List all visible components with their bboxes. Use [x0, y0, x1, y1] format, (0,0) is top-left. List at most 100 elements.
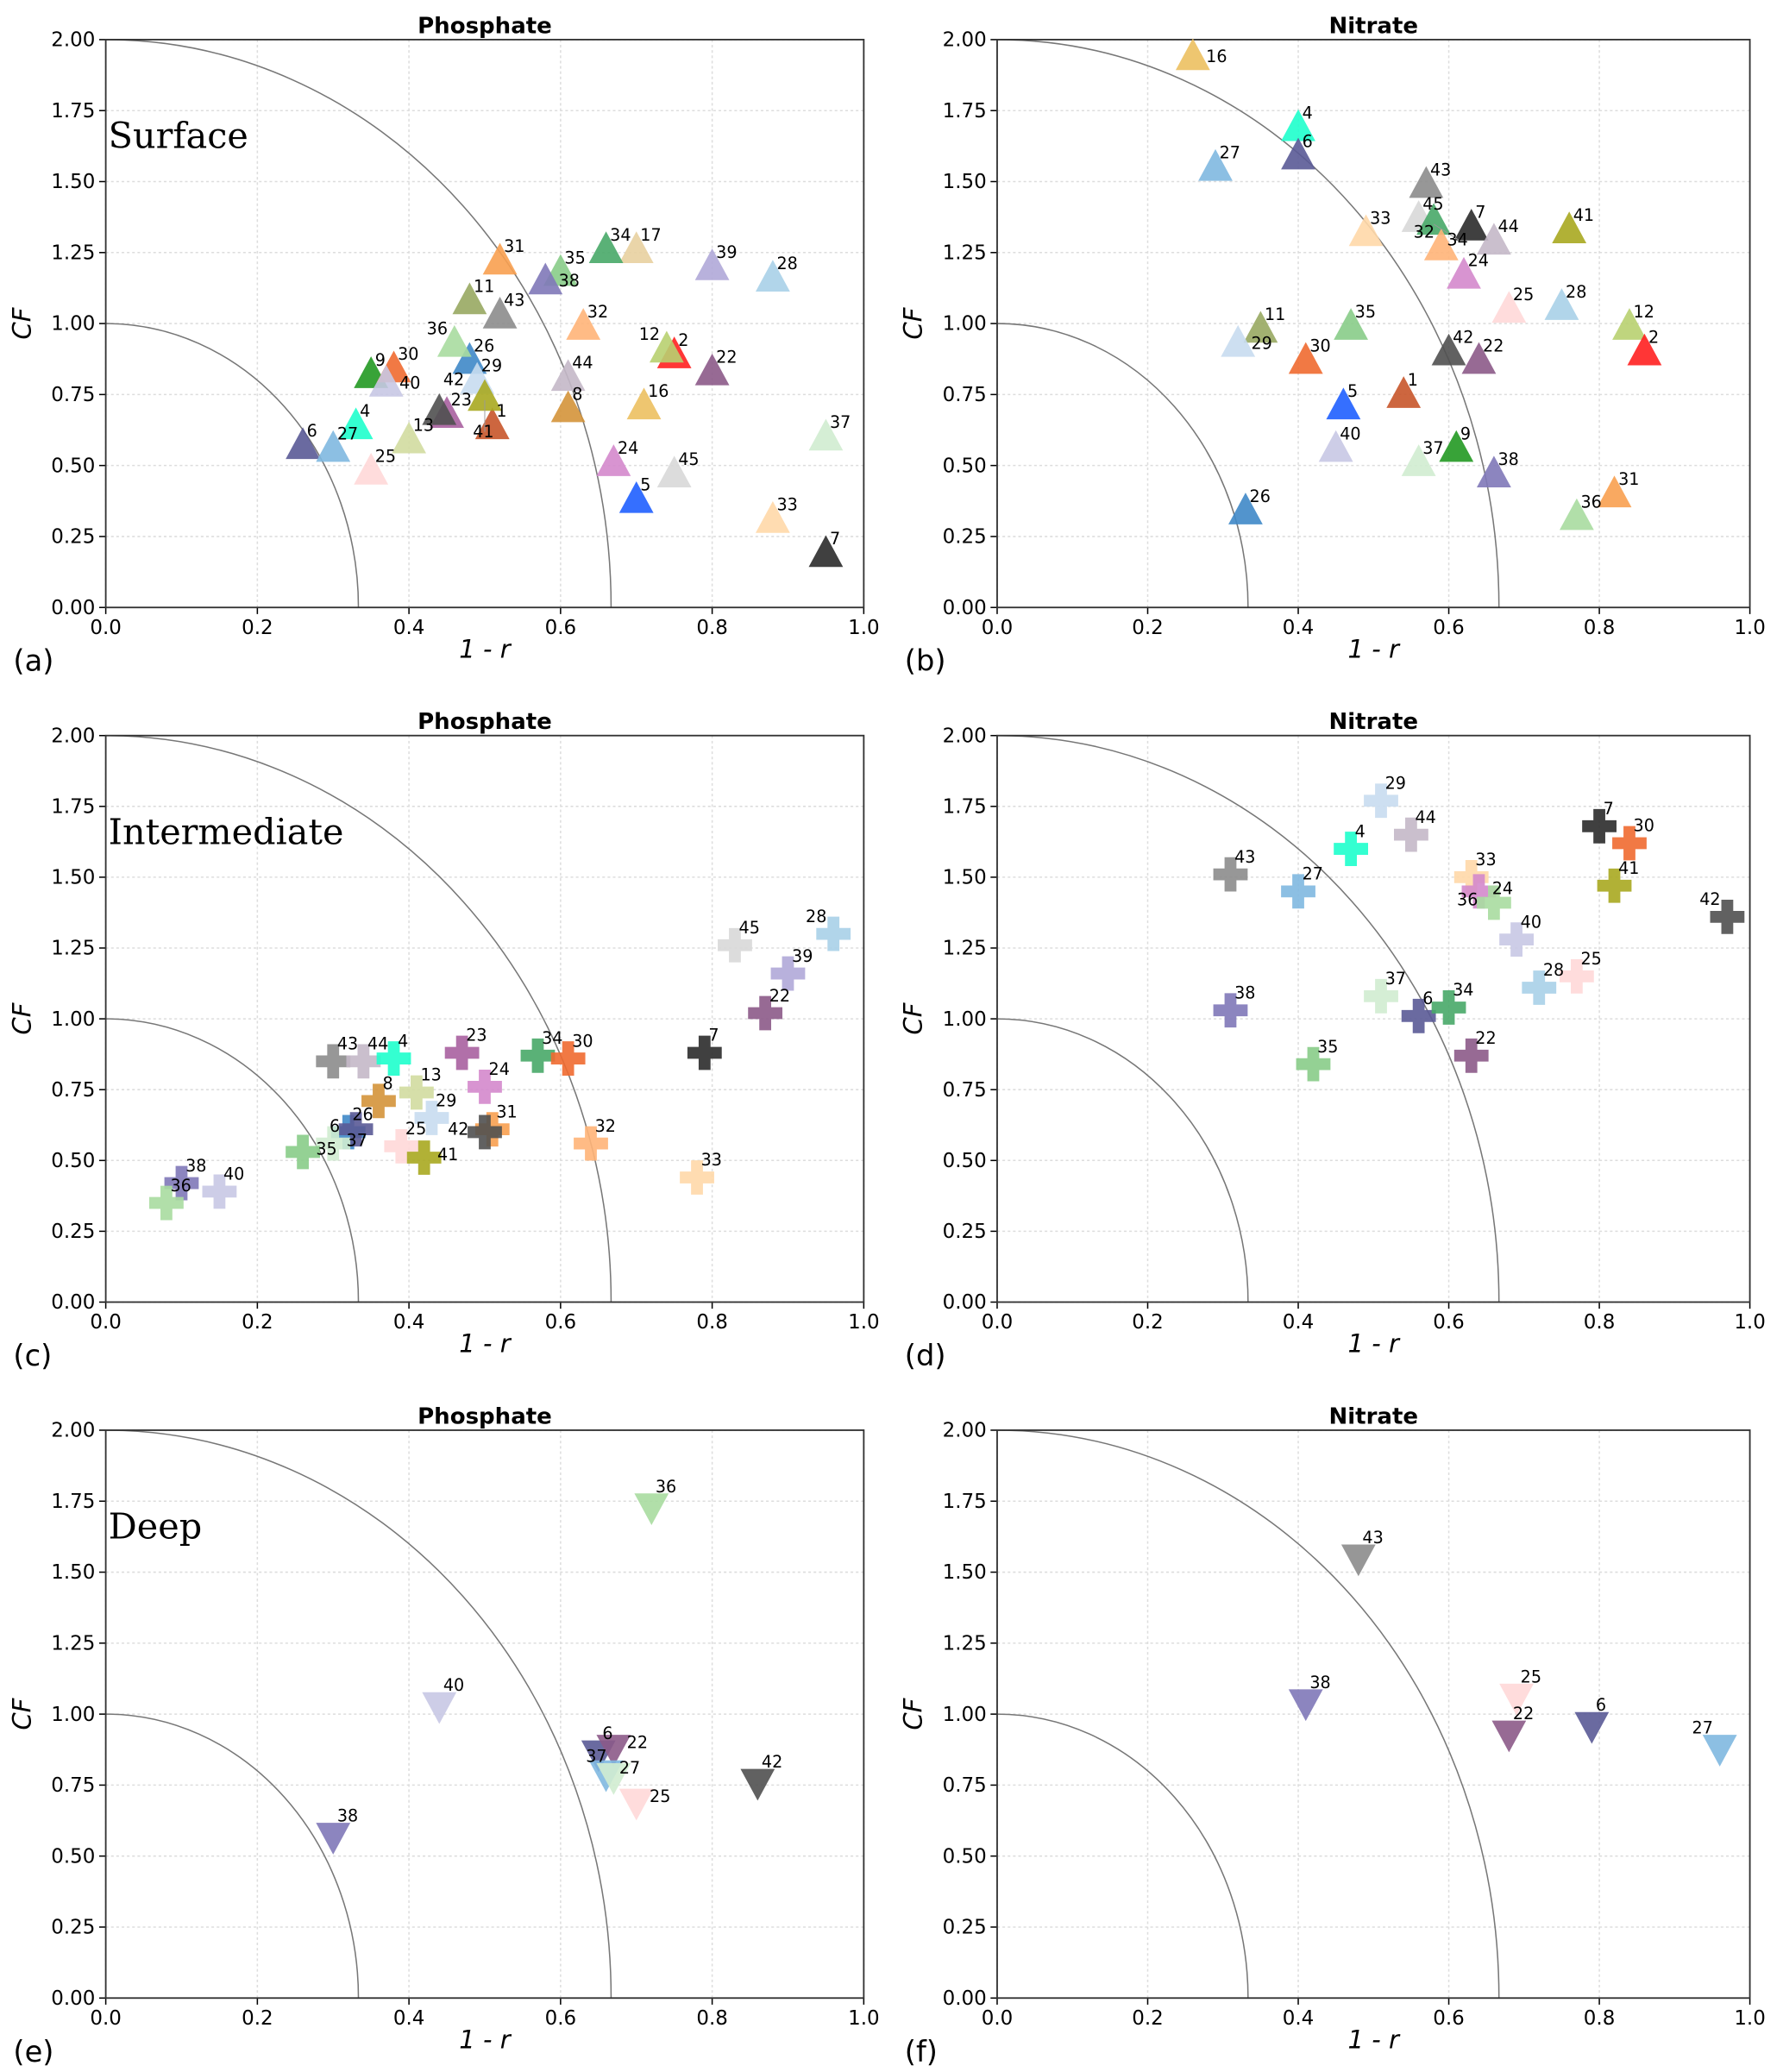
- point-label: 1: [1408, 370, 1418, 390]
- point-label: 25: [650, 1786, 670, 1806]
- panel-label: (a): [13, 644, 53, 678]
- depth-label: Intermediate: [109, 811, 344, 852]
- data-point-32: [566, 308, 601, 340]
- x-tick-label: 0.8: [696, 1311, 728, 1334]
- panel-a: 0.0 0.2 0.4 0.6 0.8 1.0 0.00 0.25 0.50 0.75 1.00 1.…: [7, 13, 879, 677]
- data-point-6: [1401, 998, 1436, 1033]
- x-tick-label: 1.0: [848, 2007, 880, 2030]
- point-label: 44: [1416, 807, 1436, 827]
- y-tick-label: 1.50: [51, 1561, 95, 1584]
- point-label: 1: [496, 401, 506, 421]
- point-label: 37: [586, 1746, 606, 1766]
- data-point-28: [1522, 970, 1557, 1005]
- data-point-34: [520, 1038, 556, 1073]
- x-tick-label: 0.4: [1283, 1311, 1315, 1334]
- point-label: 35: [316, 1139, 336, 1158]
- point-label: 42: [443, 370, 464, 390]
- data-point-39: [770, 956, 806, 991]
- point-label: 27: [619, 1758, 640, 1778]
- data-point-29: [414, 1101, 449, 1135]
- data-point-42: [1710, 899, 1745, 934]
- data-point-41: [1597, 868, 1632, 903]
- y-tick-label: 0.50: [51, 455, 95, 477]
- data-point-39: [694, 248, 730, 280]
- y-tick-label: 1.50: [51, 171, 95, 193]
- y-tick-label: 1.25: [51, 938, 95, 960]
- x-tick-label: 1.0: [1734, 1311, 1766, 1334]
- plot-frame: [996, 734, 1751, 1303]
- y-tick-label: 1.75: [943, 1491, 987, 1513]
- point-label: 38: [1234, 983, 1255, 1002]
- data-point-30: [550, 1041, 586, 1076]
- point-label: 8: [383, 1074, 393, 1094]
- x-tick-label: 0.2: [242, 617, 273, 639]
- data-point-25: [1559, 958, 1594, 994]
- y-axis-label: CF: [7, 306, 36, 339]
- point-label: 39: [716, 242, 737, 262]
- point-label: 6: [1596, 1695, 1606, 1715]
- data-point-4: [1334, 832, 1369, 866]
- x-tick-label: 0.2: [1132, 617, 1164, 639]
- point-label: 22: [716, 348, 737, 367]
- point-label: 35: [1317, 1037, 1338, 1057]
- point-label: 36: [427, 319, 448, 339]
- point-label: 33: [1475, 850, 1496, 870]
- y-tick-label: 0.50: [51, 1150, 95, 1172]
- point-label: 41: [1618, 858, 1639, 878]
- point-label: 34: [610, 225, 631, 245]
- point-label: 38: [337, 1806, 358, 1826]
- y-tick-label: 0.00: [943, 1291, 987, 1314]
- point-label: 42: [1453, 328, 1473, 348]
- data-point-43: [1409, 166, 1444, 198]
- reference-arc: [105, 734, 612, 1303]
- point-label: 40: [399, 374, 420, 393]
- data-point-38: [316, 1823, 351, 1855]
- data-point-33: [680, 1160, 714, 1195]
- data-point-36: [1476, 885, 1511, 920]
- point-label: 43: [1430, 160, 1451, 179]
- point-label: 6: [307, 421, 317, 441]
- data-point-12: [649, 330, 684, 363]
- data-point-7: [808, 535, 844, 568]
- y-tick-label: 0.25: [51, 526, 95, 549]
- point-label: 41: [437, 1145, 458, 1165]
- y-tick-label: 0.25: [943, 526, 987, 549]
- y-tick-label: 1.00: [51, 313, 95, 336]
- point-label: 25: [1513, 285, 1534, 305]
- point-label: 27: [1303, 864, 1323, 884]
- y-tick-label: 1.00: [943, 1008, 987, 1031]
- data-point-44: [346, 1044, 381, 1079]
- point-label: 37: [347, 1131, 367, 1151]
- data-point-13: [399, 1075, 434, 1110]
- y-tick-label: 2.00: [943, 1420, 987, 1442]
- point-label: 12: [1634, 302, 1654, 322]
- plot-frame: [996, 1429, 1751, 2000]
- data-point-32: [574, 1126, 608, 1161]
- plot-frame: [996, 39, 1751, 609]
- point-label: 37: [1385, 969, 1406, 989]
- depth-label: Surface: [109, 115, 248, 156]
- data-point-25: [384, 1128, 419, 1164]
- point-label: 40: [443, 1675, 464, 1695]
- point-label: 9: [375, 350, 386, 370]
- data-point-28: [816, 916, 851, 951]
- data-point-43: [482, 296, 518, 329]
- x-tick-label: 0.8: [696, 617, 728, 639]
- x-axis-label: 1 - r: [1348, 1329, 1401, 1359]
- y-tick-label: 1.50: [943, 867, 987, 889]
- data-point-9: [1439, 430, 1474, 462]
- data-point-1: [474, 407, 510, 440]
- y-tick-label: 0.00: [51, 1291, 95, 1314]
- point-label: 39: [792, 946, 813, 966]
- x-tick-label: 0.8: [1584, 1311, 1616, 1334]
- data-point-25: [354, 453, 389, 485]
- data-point-45: [718, 927, 752, 963]
- data-point-8: [361, 1083, 396, 1119]
- x-axis-label: 1 - r: [1348, 2025, 1401, 2054]
- data-point-4: [376, 1041, 411, 1076]
- x-tick-label: 0.4: [1283, 617, 1315, 639]
- point-label: 41: [473, 422, 493, 442]
- point-label: 24: [618, 438, 638, 458]
- data-point-24: [596, 444, 631, 476]
- point-label: 16: [1206, 47, 1227, 66]
